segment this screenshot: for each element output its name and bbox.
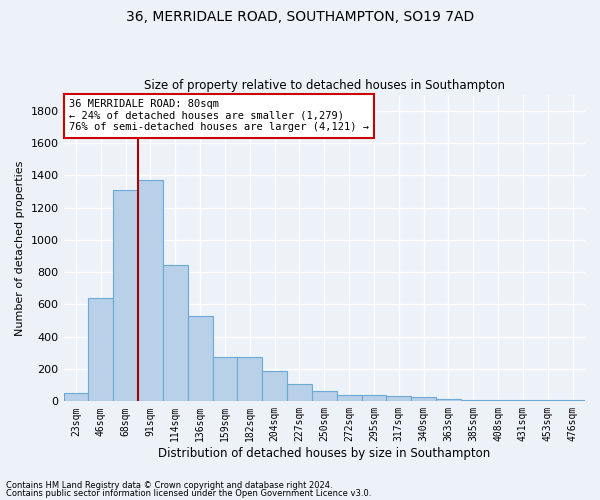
Bar: [163, 265, 188, 402]
Bar: [212, 357, 238, 402]
Bar: [560, 400, 585, 402]
Bar: [362, 395, 386, 402]
Bar: [138, 180, 163, 402]
Bar: [386, 396, 411, 402]
Bar: [461, 400, 485, 402]
Text: Contains HM Land Registry data © Crown copyright and database right 2024.: Contains HM Land Registry data © Crown c…: [6, 481, 332, 490]
Title: Size of property relative to detached houses in Southampton: Size of property relative to detached ho…: [144, 79, 505, 92]
Bar: [485, 400, 511, 402]
Bar: [312, 391, 337, 402]
Bar: [262, 372, 287, 402]
Bar: [436, 399, 461, 402]
Bar: [88, 298, 113, 402]
Y-axis label: Number of detached properties: Number of detached properties: [15, 160, 25, 336]
Bar: [64, 394, 88, 402]
Bar: [238, 357, 262, 402]
Text: 36 MERRIDALE ROAD: 80sqm
← 24% of detached houses are smaller (1,279)
76% of sem: 36 MERRIDALE ROAD: 80sqm ← 24% of detach…: [69, 99, 369, 132]
X-axis label: Distribution of detached houses by size in Southampton: Distribution of detached houses by size …: [158, 447, 490, 460]
Bar: [411, 398, 436, 402]
Text: 36, MERRIDALE ROAD, SOUTHAMPTON, SO19 7AD: 36, MERRIDALE ROAD, SOUTHAMPTON, SO19 7A…: [126, 10, 474, 24]
Bar: [188, 316, 212, 402]
Bar: [287, 384, 312, 402]
Text: Contains public sector information licensed under the Open Government Licence v3: Contains public sector information licen…: [6, 488, 371, 498]
Bar: [337, 395, 362, 402]
Bar: [535, 400, 560, 402]
Bar: [113, 190, 138, 402]
Bar: [511, 400, 535, 402]
